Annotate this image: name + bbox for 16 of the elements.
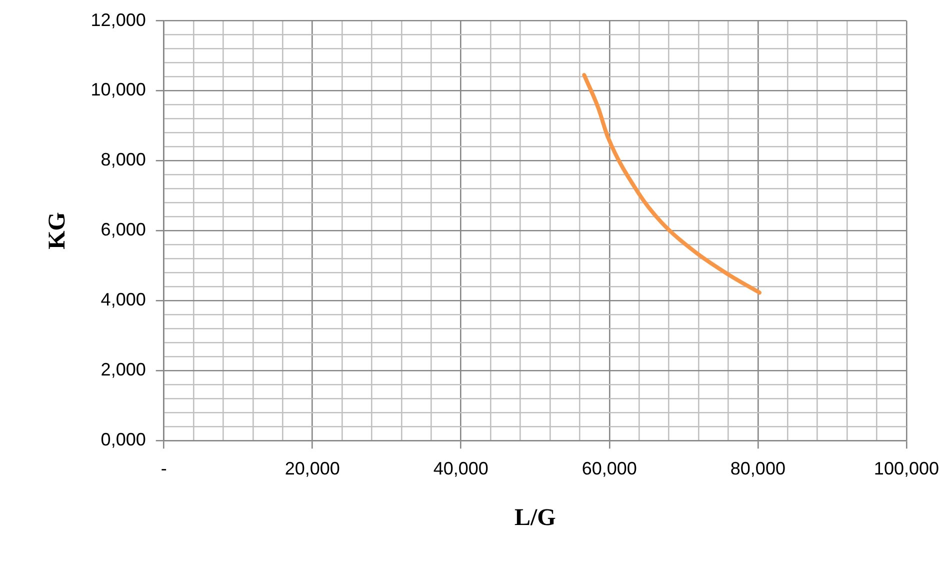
x-tick-label: 80,000 — [730, 458, 786, 478]
x-axis-title: L/G — [514, 504, 556, 531]
x-tick-label: 60,000 — [582, 458, 637, 478]
x-tick-label: 100,000 — [874, 458, 940, 478]
y-tick-label: 2,000 — [100, 360, 146, 380]
x-tick-label: - — [160, 458, 167, 478]
line-series — [582, 73, 762, 295]
y-tick-label: 12,000 — [90, 10, 146, 30]
y-axis-title: KG — [44, 212, 71, 250]
y-tick-label: 4,000 — [100, 290, 146, 310]
y-tick-label: 8,000 — [100, 150, 146, 170]
y-tick-label: 10,000 — [90, 80, 146, 100]
y-tick-label: 6,000 — [100, 220, 146, 240]
y-tick-label: 0,000 — [100, 430, 146, 450]
x-tick-label: 20,000 — [284, 458, 340, 478]
x-tick-label: 40,000 — [433, 458, 488, 478]
